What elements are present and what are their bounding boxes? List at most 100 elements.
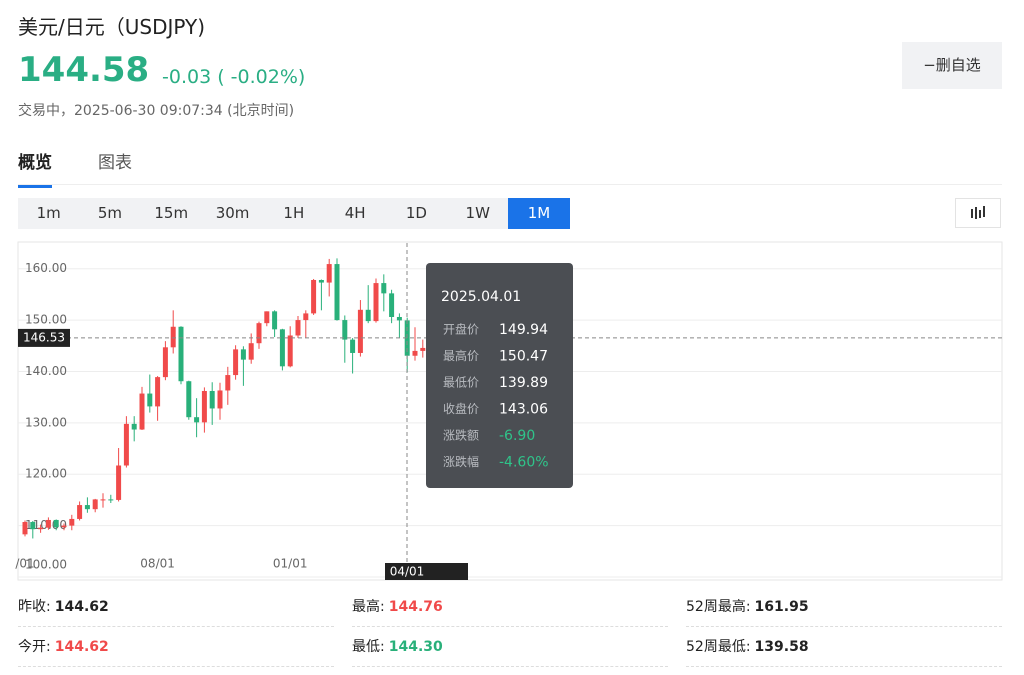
candle-body bbox=[225, 375, 231, 391]
interval-button[interactable]: 1H bbox=[283, 204, 305, 222]
candle-body bbox=[357, 309, 363, 353]
candle-body bbox=[38, 527, 44, 530]
candle-body bbox=[92, 499, 98, 510]
candle-body bbox=[69, 518, 75, 526]
candle-body bbox=[100, 499, 106, 501]
candle-body bbox=[311, 279, 317, 314]
tooltip-box bbox=[426, 263, 573, 488]
stat-label: 最低: bbox=[352, 639, 385, 655]
candle-body bbox=[381, 283, 387, 294]
candle-body bbox=[123, 423, 129, 466]
candle-body bbox=[131, 423, 137, 430]
stat-value: 144.62 bbox=[54, 599, 109, 615]
tabs: 概览 图表 bbox=[18, 148, 1002, 188]
crosshair-y-box bbox=[18, 328, 70, 347]
tab[interactable]: 概览 bbox=[18, 148, 52, 188]
candle-body bbox=[373, 283, 379, 322]
candle-body bbox=[389, 293, 395, 317]
tooltip-label: 涨跌额 bbox=[443, 428, 479, 443]
stat: 今开: 144.62 bbox=[18, 628, 334, 667]
chart-type-button[interactable] bbox=[955, 198, 1001, 228]
candle-body bbox=[365, 309, 371, 322]
y-tick-label: 110.00 bbox=[25, 518, 67, 532]
candle-body bbox=[77, 505, 83, 519]
stat-value: 144.30 bbox=[388, 639, 443, 655]
tooltip-label: 最低价 bbox=[443, 376, 479, 390]
candle-body bbox=[404, 320, 410, 356]
candle-body bbox=[139, 393, 145, 430]
candle-body bbox=[170, 326, 176, 348]
interval-button[interactable]: 5m bbox=[97, 204, 123, 222]
candle-body bbox=[303, 313, 309, 321]
candle-body bbox=[279, 329, 285, 367]
candle-body bbox=[178, 326, 184, 382]
candle-body bbox=[396, 316, 402, 321]
tab[interactable]: 图表 bbox=[98, 153, 132, 173]
y-tick-label: 140.00 bbox=[25, 364, 67, 378]
stat-label: 52周最低: bbox=[686, 639, 751, 655]
candle-icon bbox=[971, 206, 985, 219]
candle-body bbox=[412, 350, 418, 356]
tooltip-value: -6.90 bbox=[499, 428, 535, 444]
x-tick-label: /01 bbox=[15, 557, 34, 571]
stat: 52周最低: 139.58 bbox=[686, 628, 1002, 667]
interval-button[interactable]: 15m bbox=[154, 204, 189, 222]
change-value: -0.03 bbox=[162, 66, 212, 88]
price: 144.58 bbox=[18, 50, 150, 90]
title: 美元/日元（USDJPY) bbox=[18, 15, 206, 39]
y-tick-label: 120.00 bbox=[25, 467, 67, 481]
interval-button[interactable]: 4H bbox=[344, 204, 366, 222]
candle-body bbox=[186, 381, 192, 418]
candle-body bbox=[264, 311, 270, 324]
x-tick-label: 08/01 bbox=[140, 557, 175, 571]
candle-body bbox=[147, 393, 153, 407]
candle-body bbox=[295, 320, 301, 336]
tooltip-value: -4.60% bbox=[499, 455, 549, 471]
candle-body bbox=[84, 505, 90, 510]
candle-body bbox=[318, 279, 324, 283]
y-tick-label: 150.00 bbox=[25, 313, 67, 327]
tooltip-value: 139.89 bbox=[499, 375, 548, 391]
stat-value: 144.76 bbox=[388, 599, 443, 615]
stat-value: 161.95 bbox=[754, 599, 809, 615]
candle-body bbox=[155, 377, 161, 407]
stat-value: 144.62 bbox=[54, 639, 109, 655]
interval-button[interactable]: 1M bbox=[508, 198, 570, 229]
interval-button[interactable]: 1m bbox=[36, 204, 61, 222]
watch-button[interactable]: −删自选 bbox=[902, 42, 1002, 89]
y-tick-label: 160.00 bbox=[25, 261, 67, 275]
candle-body bbox=[217, 390, 223, 409]
stat-label: 昨收: bbox=[18, 599, 51, 615]
stat: 52周最高: 161.95 bbox=[686, 588, 1002, 627]
tooltip-value: 150.47 bbox=[499, 349, 548, 365]
candle-body bbox=[53, 519, 59, 528]
status: 交易中，2025-06-30 09:07:34 (北京时间) bbox=[18, 103, 295, 119]
candle-body bbox=[22, 522, 28, 535]
crosshair-x-label: 04/01 bbox=[390, 565, 425, 579]
candle-body bbox=[45, 519, 51, 528]
candle-body bbox=[162, 347, 168, 378]
crosshair-x-box bbox=[385, 563, 468, 580]
candle-body bbox=[334, 264, 340, 321]
candle-body bbox=[108, 499, 114, 501]
candle-body bbox=[248, 343, 254, 360]
tooltip-value: 149.94 bbox=[499, 322, 548, 338]
tooltip-value: 143.06 bbox=[499, 402, 548, 418]
change: -0.03 ( -0.02%) bbox=[162, 66, 305, 88]
stat-label: 今开: bbox=[18, 639, 51, 655]
y-tick-label: 100.00 bbox=[25, 558, 67, 572]
candle-body bbox=[256, 323, 262, 344]
candle-body bbox=[194, 417, 200, 423]
interval-button[interactable]: 30m bbox=[215, 204, 250, 222]
stat-value: 139.58 bbox=[754, 639, 809, 655]
y-tick-label: 130.00 bbox=[25, 415, 67, 429]
interval-button[interactable]: 1D bbox=[405, 204, 427, 222]
interval-button[interactable]: 1W bbox=[465, 204, 490, 222]
candle-body bbox=[326, 264, 332, 283]
stat: 最低: 144.30 bbox=[352, 628, 668, 667]
stat-label: 52周最高: bbox=[686, 599, 751, 615]
stat: 最高: 144.76 bbox=[352, 588, 668, 627]
candle-body bbox=[272, 311, 278, 330]
tooltip-label: 涨跌幅 bbox=[443, 454, 479, 469]
